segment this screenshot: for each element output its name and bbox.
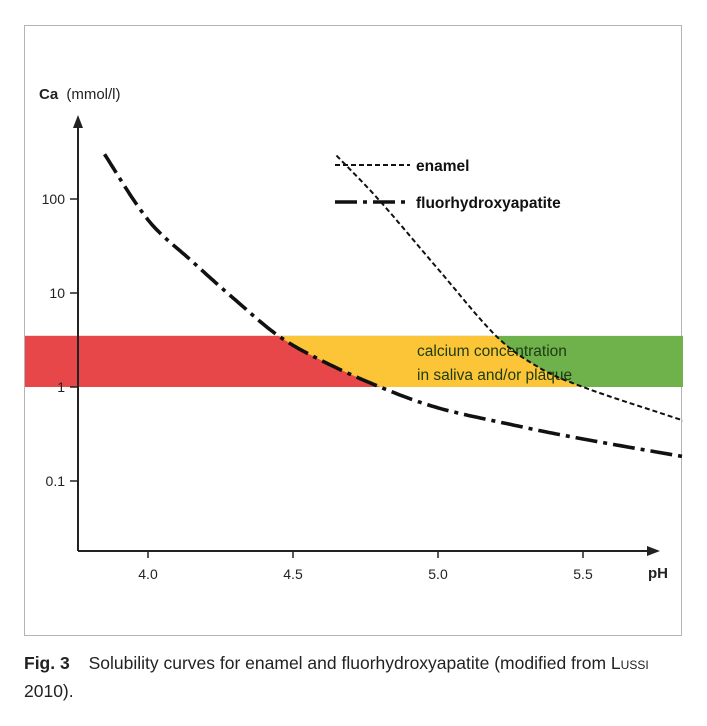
y-tick-label: 10 (49, 285, 65, 301)
figure-frame: calcium concentration in saliva and/or p… (24, 25, 683, 636)
x-axis-arrow (647, 546, 660, 556)
caption-author: Lussi (610, 653, 649, 673)
axes (73, 115, 660, 556)
concentration-band: calcium concentration in saliva and/or p… (25, 335, 683, 387)
x-tick-label: 5.5 (573, 566, 593, 582)
x-tick-label: 5.0 (428, 566, 448, 582)
band-red-zone (25, 335, 380, 387)
y-tick-label: 1 (57, 379, 65, 395)
y-tick-label: 100 (42, 191, 66, 207)
y-tick-label: 0.1 (46, 473, 66, 489)
legend: enamel fluorhydroxyapatite (335, 158, 561, 212)
enamel-curve (335, 154, 683, 422)
legend-fha-label: fluorhydroxyapatite (416, 195, 561, 212)
x-tick-label: 4.0 (138, 566, 158, 582)
band-yellow-zone (278, 335, 583, 387)
x-tick-label: 4.5 (283, 566, 303, 582)
band-label-line-2: in saliva and/or plaque (417, 367, 572, 384)
band-label-line-1: calcium concentration (417, 343, 567, 360)
y-axis-arrow (73, 115, 83, 128)
y-axis-label: Ca (mmol/l) (39, 86, 121, 103)
fluorhydroxyapatite-curve (103, 153, 683, 459)
caption-year: 2010). (24, 681, 74, 701)
caption-text: Solubility curves for enamel and fluorhy… (88, 653, 607, 673)
legend-enamel-label: enamel (416, 158, 469, 175)
solubility-chart: calcium concentration in saliva and/or p… (25, 86, 683, 582)
y-axis-label-unit: (mmol/l) (66, 86, 120, 103)
caption-figure-label: Fig. 3 (24, 653, 70, 673)
y-ticks: 0.1 1 10 100 (42, 191, 78, 489)
y-axis-label-quantity: Ca (39, 86, 59, 103)
x-ticks: 4.04.55.05.56.06.57.0 (138, 551, 593, 582)
figure-caption: Fig. 3 Solubility curves for enamel and … (24, 649, 694, 705)
x-axis-label: pH (648, 565, 668, 582)
